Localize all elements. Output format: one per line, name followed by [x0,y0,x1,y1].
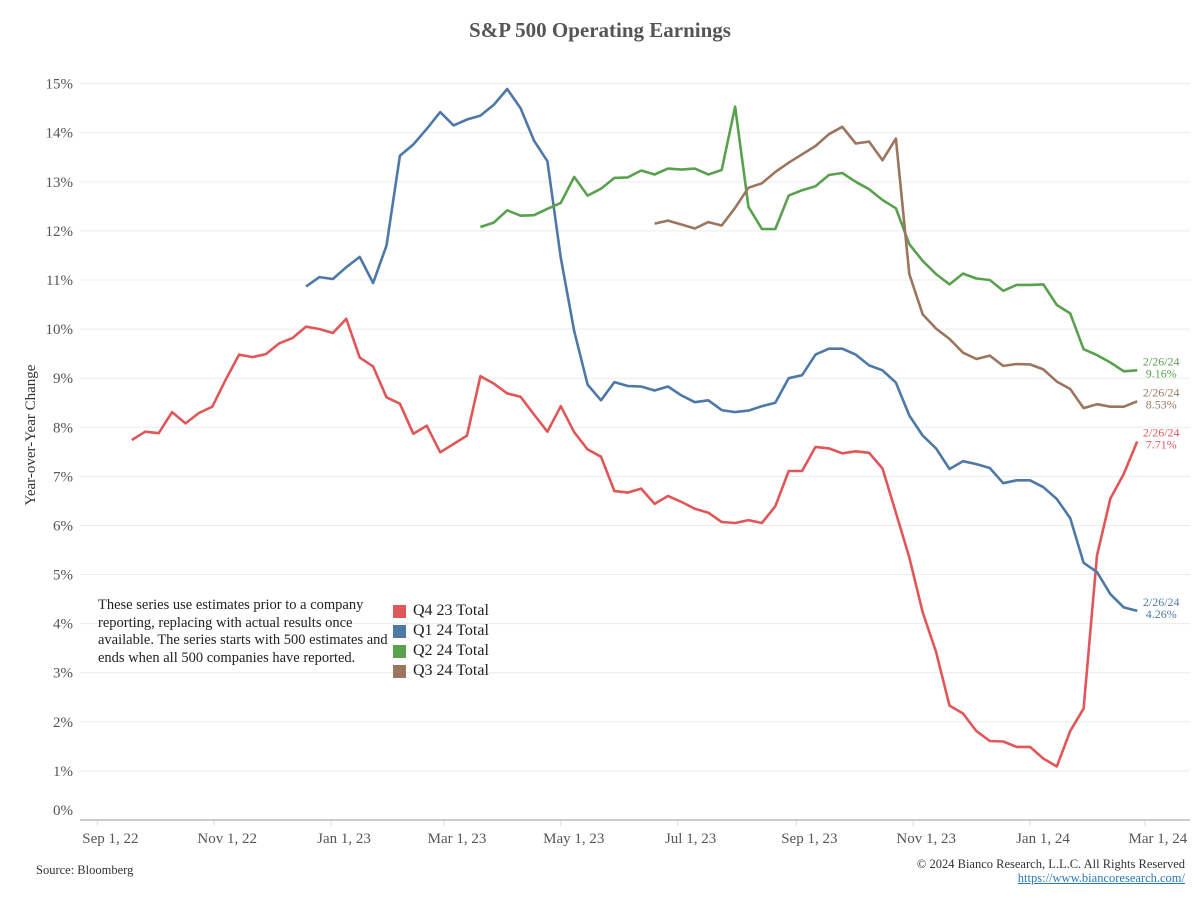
y-tick-label: 14% [46,126,74,142]
y-tick-label: 10% [46,322,74,338]
y-tick-label: 6% [53,518,73,534]
y-tick-label: 9% [53,371,73,387]
x-tick-label: May 1, 23 [543,831,604,847]
legend-label: Q2 24 Total [413,642,489,659]
copyright-text: © 2024 Bianco Research, L.L.C. All Right… [916,857,1185,871]
y-tick-label: 8% [53,420,73,436]
legend-item: Q1 24 Total [393,621,489,641]
y-tick-label: 12% [46,224,74,240]
website-link[interactable]: https://www.biancoresearch.com/ [1017,871,1185,885]
x-tick-label: Nov 1, 22 [197,831,257,847]
x-tick-label: Mar 1, 24 [1129,831,1188,847]
y-tick-label: 0% [53,803,73,819]
x-tick-label: Nov 1, 23 [896,831,956,847]
legend-label: Q3 24 Total [413,662,489,679]
series-lines [131,87,1139,768]
y-tick-label: 2% [53,715,73,731]
x-tick-label: Sep 1, 22 [82,831,138,847]
y-tick-label: 15% [46,77,74,93]
y-tick-label: 3% [53,666,73,682]
legend: Q4 23 Total Q1 24 Total Q2 24 Total Q3 24 T… [393,601,489,681]
series-line-q4-23-total [131,317,1139,768]
annotation-note: These series use estimates prior to a co… [98,597,388,666]
y-tick-label: 1% [53,764,73,780]
end-label-date: 2/26/24 [1143,385,1180,399]
series-line-q1-24-total [305,87,1138,613]
y-tick-label: 13% [46,175,74,191]
x-axis-ticks: Sep 1, 22 Nov 1, 22 Jan 1, 23 Mar 1, 23 May … [82,820,1188,847]
y-tick-label: 4% [53,617,73,633]
end-labels: 2/26/247.71%2/26/244.26%2/26/249.16%2/26… [1143,354,1180,621]
end-label-value: 7.71% [1146,438,1177,452]
end-label-value: 4.26% [1146,607,1177,621]
y-axis-label: Year-over-Year Change [23,364,39,505]
series-line-q3-24-total [654,125,1138,410]
x-tick-label: Mar 1, 23 [428,831,487,847]
legend-item: Q3 24 Total [393,661,489,681]
legend-label: Q4 23 Total [413,602,489,619]
y-tick-label: 11% [46,273,73,289]
y-tick-label: 7% [53,469,73,485]
legend-swatch [393,604,406,618]
end-label-value: 8.53% [1146,397,1177,411]
legend-item: Q2 24 Total [393,641,489,661]
chart-title: S&P 500 Operating Earnings [469,18,731,42]
copyright-block: © 2024 Bianco Research, L.L.C. All Right… [917,857,1185,885]
y-axis-ticks: 0% 1% 2% 3% 4% 5% 6% 7% 8% 9% 10% 11% 12% 13% 14% 15% [46,77,74,819]
end-label-value: 9.16% [1146,366,1177,380]
x-tick-label: Jul 1, 23 [665,831,716,847]
gridlines [80,83,1190,772]
end-label-date: 2/26/24 [1143,426,1180,440]
x-tick-label: Sep 1, 23 [781,831,837,847]
legend-label: Q1 24 Total [413,622,489,639]
y-tick-label: 5% [53,568,73,584]
series-line-q2-24-total [479,105,1138,373]
x-tick-label: Jan 1, 23 [317,831,371,847]
source-note: Source: Bloomberg [36,863,134,877]
end-label-date: 2/26/24 [1143,595,1180,609]
end-label-date: 2/26/24 [1143,354,1180,368]
legend-swatch [393,644,406,658]
legend-swatch [393,664,406,678]
legend-swatch [393,624,406,638]
x-tick-label: Jan 1, 24 [1016,831,1070,847]
legend-item: Q4 23 Total [393,601,489,621]
